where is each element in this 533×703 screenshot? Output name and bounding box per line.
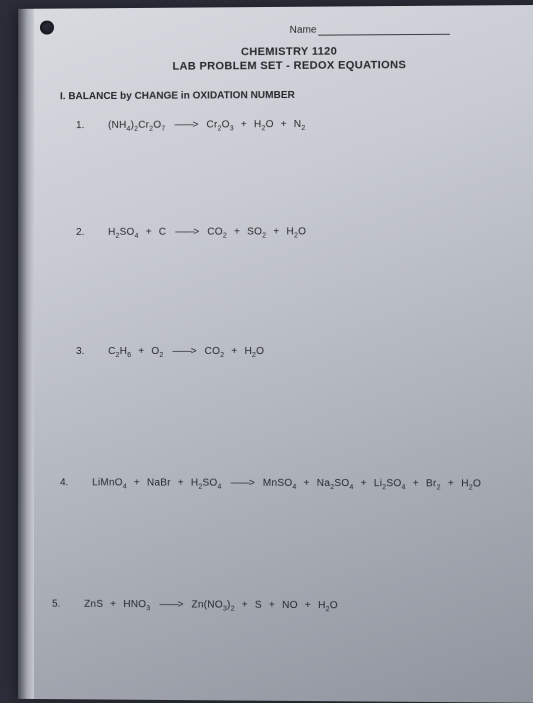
worksheet-page: Name CHEMISTRY 1120 LAB PROBLEM SET - RE… — [18, 5, 533, 703]
problem-3: 3. C2H6 + O2 ——> CO2 + H2O — [76, 346, 521, 357]
page-binding — [18, 9, 34, 699]
problem-1: 1. (NH4)2Cr2O7 ——> Cr2O3 + H2O + N2 — [76, 118, 521, 131]
problem-set-title: LAB PROBLEM SET - REDOX EQUATIONS — [60, 58, 520, 73]
punch-hole — [40, 21, 54, 35]
course-title: CHEMISTRY 1120 — [60, 44, 520, 59]
name-label: Name — [290, 25, 317, 36]
problem-number: 5. — [52, 599, 66, 610]
equation: ZnS + HNO3 ——> Zn(NO3)2 + S + NO + H2O — [84, 599, 338, 611]
name-blank-line — [319, 25, 451, 36]
problem-4: 4. LiMnO4 + NaBr + H2SO4 ——> MnSO4 + Na2… — [60, 477, 522, 489]
equation: (NH4)2Cr2O7 ——> Cr2O3 + H2O + N2 — [108, 119, 305, 131]
problem-number: 4. — [60, 477, 74, 488]
problem-number: 1. — [76, 120, 90, 131]
equation: LiMnO4 + NaBr + H2SO4 ——> MnSO4 + Na2SO4… — [92, 477, 481, 489]
problem-5: 5. ZnS + HNO3 ——> Zn(NO3)2 + S + NO + H2… — [52, 599, 522, 613]
equation: C2H6 + O2 ——> CO2 + H2O — [108, 346, 264, 357]
name-row: Name — [60, 23, 520, 37]
problem-2: 2. H2SO4 + C ——> CO2 + SO2 + H2O — [76, 226, 521, 238]
section-title: I. BALANCE by CHANGE in OXIDATION NUMBER — [60, 89, 520, 103]
problem-number: 3. — [76, 346, 90, 357]
equation: H2SO4 + C ——> CO2 + SO2 + H2O — [108, 226, 306, 238]
problem-number: 2. — [76, 227, 90, 238]
